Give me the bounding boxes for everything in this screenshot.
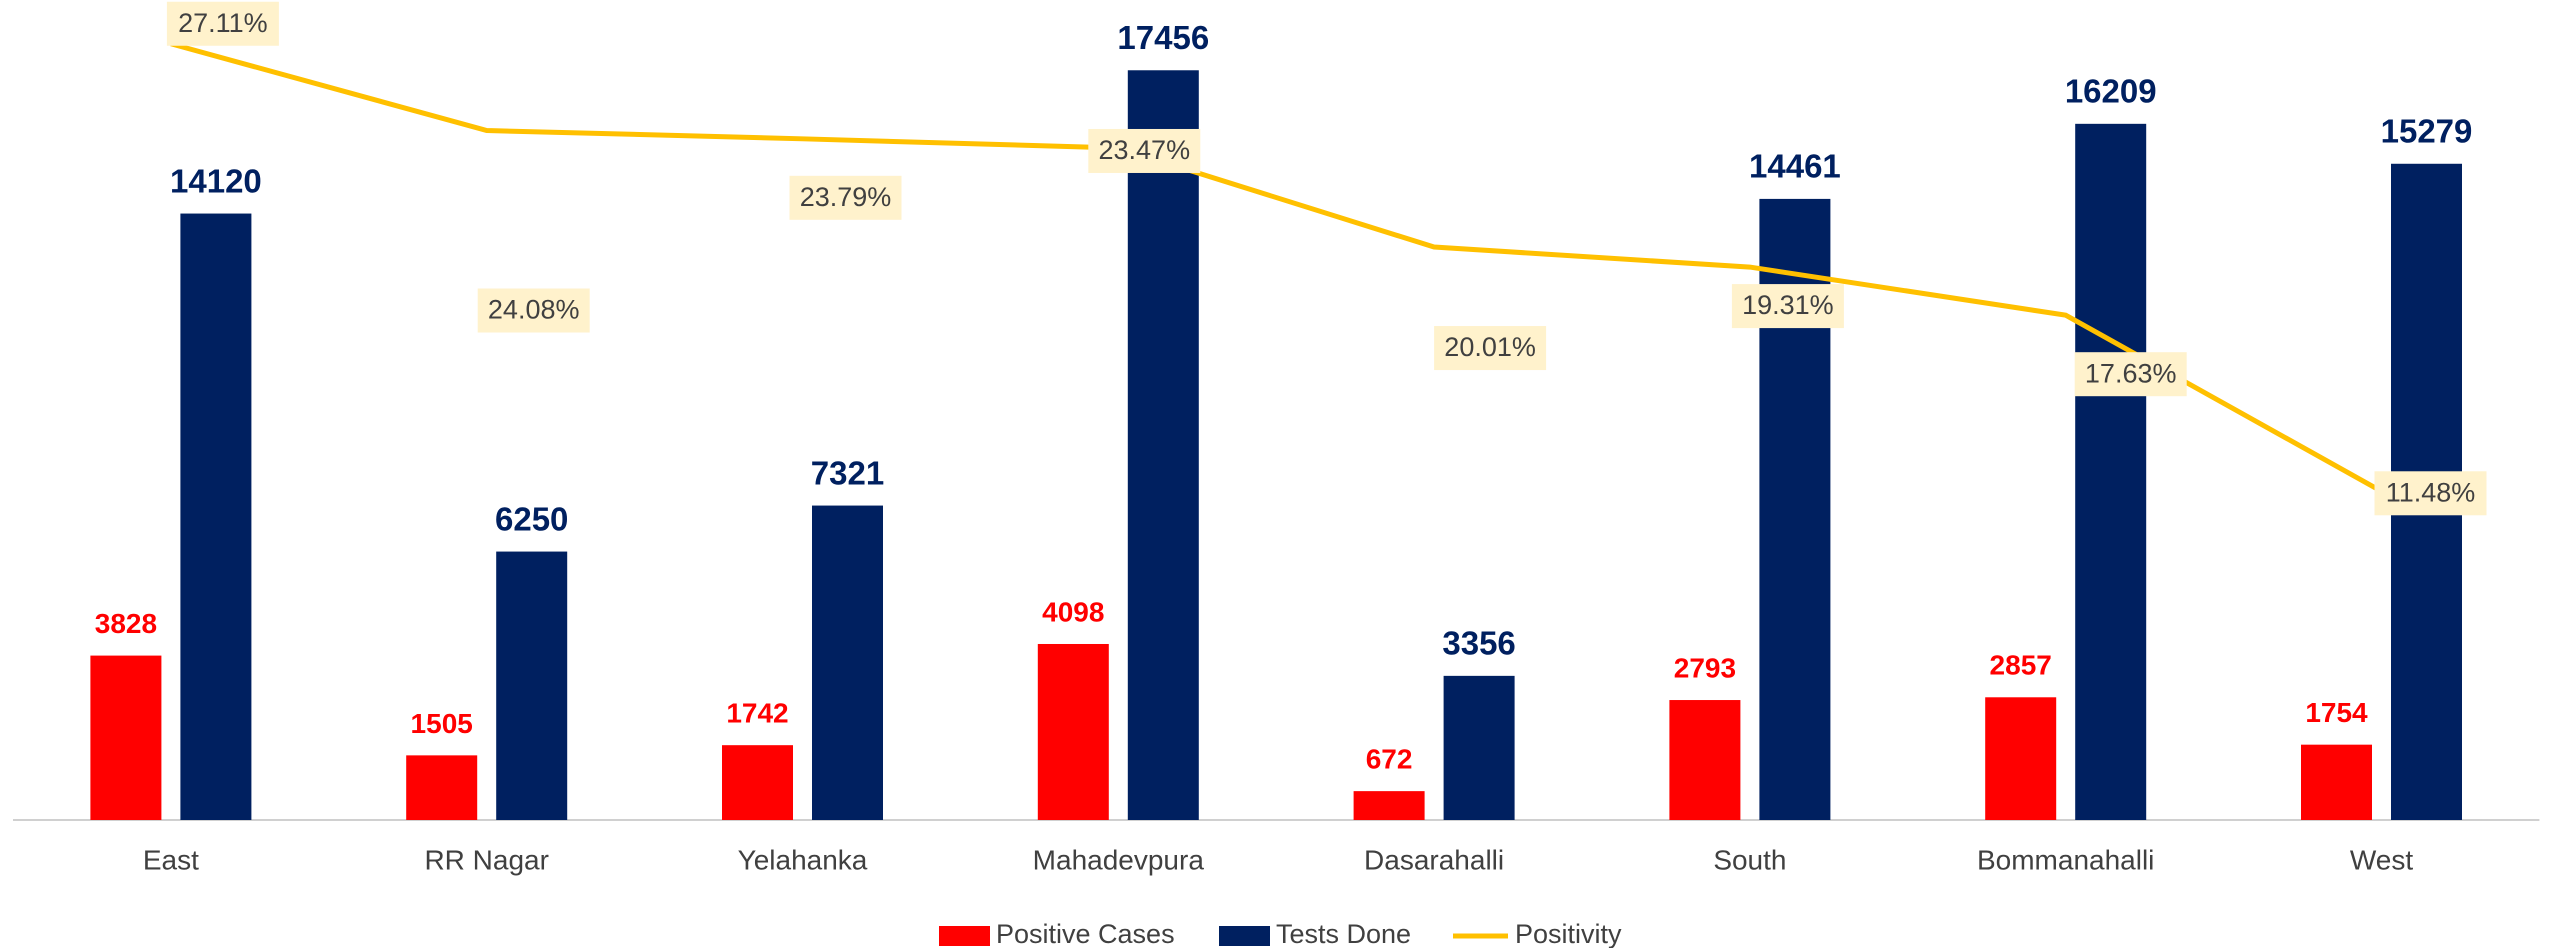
data-label: 1754 [2305, 697, 2368, 728]
bar [180, 213, 252, 820]
bar [496, 551, 568, 820]
x-tick-label: Yelahanka [738, 844, 868, 875]
bar [90, 655, 162, 820]
data-label: 17.63% [2085, 358, 2177, 388]
data-label: 3828 [95, 608, 157, 639]
label-box [1088, 128, 1201, 173]
label-box [2074, 352, 2187, 397]
data-label: 14461 [1749, 148, 1841, 185]
data-label: 17456 [1117, 19, 1209, 56]
data-label: 15279 [2381, 112, 2473, 149]
legend-label: Positive Cases [996, 919, 1175, 948]
x-tick-label: Dasarahalli [1364, 844, 1504, 875]
data-label: 2857 [1990, 650, 2052, 681]
x-tick-label: Mahadevpura [1033, 844, 1205, 875]
data-label: 2793 [1674, 652, 1736, 683]
bar [1037, 643, 1109, 820]
x-tick-label: East [143, 844, 199, 875]
data-label: 6250 [495, 500, 568, 537]
data-label: 1505 [411, 708, 473, 739]
legend-swatch [1219, 926, 1270, 946]
bar [1669, 700, 1741, 820]
data-label: 20.01% [1444, 332, 1536, 362]
label-box [1731, 284, 1844, 329]
bar [2075, 123, 2147, 821]
legend-label: Tests Done [1276, 919, 1411, 948]
data-label: 7321 [811, 454, 884, 491]
data-label: 16209 [2065, 73, 2157, 110]
data-label: 24.08% [488, 295, 580, 325]
legend-label: Positivity [1515, 919, 1622, 948]
bar [1353, 791, 1425, 820]
legend-swatch [939, 926, 990, 946]
bar [812, 505, 883, 820]
data-label: 23.47% [1099, 135, 1191, 165]
positivity-line [170, 41, 2383, 494]
data-label: 27.11% [178, 8, 268, 38]
label-box [166, 1, 279, 46]
data-label: 1742 [726, 698, 788, 729]
data-label: 19.31% [1742, 290, 1834, 320]
bar [1127, 70, 1199, 821]
bar [1985, 697, 2057, 820]
label-box [1434, 326, 1547, 371]
x-tick-label: Bommanahalli [1977, 844, 2154, 875]
data-label: 4098 [1042, 596, 1104, 627]
bar [406, 755, 478, 820]
data-label: 11.48% [2386, 477, 2476, 507]
label-box [2374, 471, 2487, 516]
data-label: 672 [1366, 744, 1413, 775]
data-label: 3356 [1442, 625, 1515, 662]
bar [722, 745, 793, 820]
x-tick-label: RR Nagar [424, 844, 548, 875]
bar [1443, 675, 1515, 820]
label-box [789, 175, 902, 220]
bar [2301, 744, 2372, 820]
label-box [477, 288, 590, 333]
x-tick-label: South [1713, 844, 1786, 875]
data-label: 14120 [170, 162, 262, 199]
x-tick-label: West [2350, 844, 2413, 875]
data-label: 23.79% [800, 182, 892, 212]
